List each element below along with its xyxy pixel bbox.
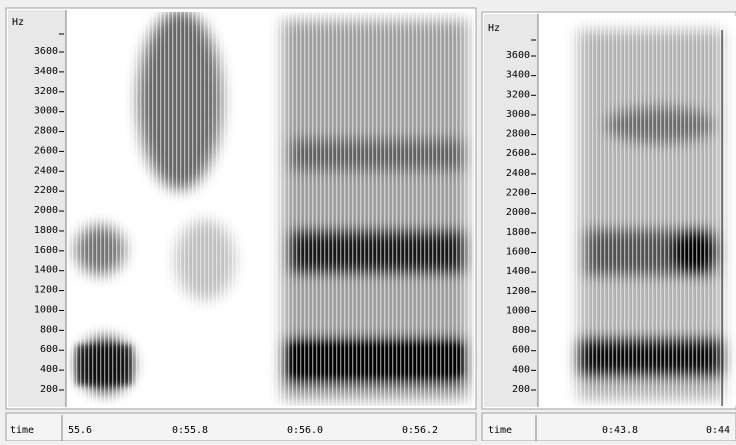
freq-tick-label: 1400 — [506, 266, 530, 277]
freq-tick-label: 3000 — [34, 106, 58, 117]
freq-tick-label: 400 — [512, 364, 530, 375]
freq-axis — [8, 10, 66, 407]
time-label: time — [10, 425, 34, 436]
freq-tick-label: 1800 — [34, 225, 58, 236]
freq-tick-label: 400 — [40, 364, 58, 375]
freq-tick-label: 3200 — [506, 89, 530, 100]
freq-tick-label: 3600 — [34, 46, 58, 57]
freq-unit: Hz — [488, 23, 500, 34]
spectrogram — [540, 16, 736, 406]
freq-tick-label: 1600 — [506, 246, 530, 257]
freq-tick-label: 800 — [512, 325, 530, 336]
time-tick-label: 0:44 — [706, 425, 730, 436]
freq-tick-label: 2600 — [34, 145, 58, 156]
freq-tick-label: 1200 — [34, 285, 58, 296]
freq-tick-label: 1000 — [506, 305, 530, 316]
freq-tick-label: 2600 — [506, 148, 530, 159]
freq-tick-label: 2000 — [506, 207, 530, 218]
freq-axis — [484, 14, 538, 407]
time-tick-label: 0:55.8 — [172, 425, 208, 436]
freq-tick-label: 3600 — [506, 50, 530, 61]
freq-tick-label: 1200 — [506, 286, 530, 297]
freq-tick-label: 2800 — [506, 129, 530, 140]
freq-tick-label: 1600 — [34, 245, 58, 256]
freq-tick-label: 2200 — [34, 185, 58, 196]
freq-tick-label: 2400 — [34, 165, 58, 176]
freq-tick-label: 1000 — [34, 304, 58, 315]
freq-tick-label: 800 — [40, 324, 58, 335]
freq-tick-label: 1400 — [34, 265, 58, 276]
freq-tick-label: 3400 — [34, 66, 58, 77]
spectrogram — [68, 12, 474, 406]
time-label: time — [488, 425, 512, 436]
freq-tick-label: 2200 — [506, 188, 530, 199]
freq-tick-label: 3400 — [506, 70, 530, 81]
freq-tick-label: 200 — [512, 384, 530, 395]
freq-tick-label: 2000 — [34, 205, 58, 216]
freq-tick-label: 2400 — [506, 168, 530, 179]
freq-tick-label: 600 — [40, 344, 58, 355]
time-tick-label: 0:56.2 — [402, 425, 438, 436]
freq-tick-label: 200 — [40, 384, 58, 395]
freq-tick-label: 3000 — [506, 109, 530, 120]
freq-unit: Hz — [12, 17, 24, 28]
freq-tick-label: 2800 — [34, 126, 58, 137]
freq-tick-label: 3200 — [34, 86, 58, 97]
time-bar — [5, 412, 477, 442]
time-tick-label: 55.6 — [68, 425, 92, 436]
time-tick-label: 0:43.8 — [602, 425, 638, 436]
freq-tick-label: 1800 — [506, 227, 530, 238]
time-tick-label: 0:56.0 — [287, 425, 323, 436]
freq-tick-label: 600 — [512, 345, 530, 356]
